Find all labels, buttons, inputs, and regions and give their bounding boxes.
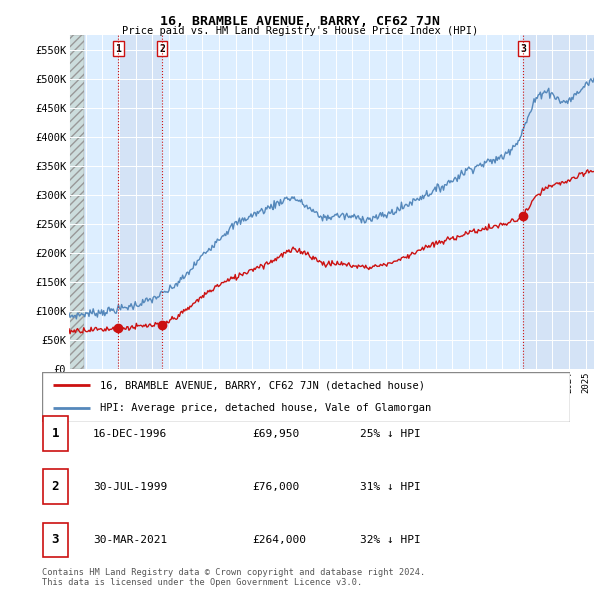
Text: 16, BRAMBLE AVENUE, BARRY, CF62 7JN: 16, BRAMBLE AVENUE, BARRY, CF62 7JN — [160, 15, 440, 28]
Text: 2: 2 — [52, 480, 59, 493]
FancyBboxPatch shape — [43, 417, 68, 451]
Text: 3: 3 — [520, 44, 526, 54]
Text: 31% ↓ HPI: 31% ↓ HPI — [360, 482, 421, 491]
Text: 32% ↓ HPI: 32% ↓ HPI — [360, 535, 421, 545]
Text: 2: 2 — [159, 44, 165, 54]
Bar — [118, 35, 162, 369]
Text: HPI: Average price, detached house, Vale of Glamorgan: HPI: Average price, detached house, Vale… — [100, 404, 431, 414]
Text: 1: 1 — [52, 427, 59, 440]
Text: 16, BRAMBLE AVENUE, BARRY, CF62 7JN (detached house): 16, BRAMBLE AVENUE, BARRY, CF62 7JN (det… — [100, 380, 425, 390]
Text: 3: 3 — [52, 533, 59, 546]
FancyBboxPatch shape — [43, 523, 68, 557]
Text: £76,000: £76,000 — [252, 482, 299, 491]
Text: Contains HM Land Registry data © Crown copyright and database right 2024.
This d: Contains HM Land Registry data © Crown c… — [42, 568, 425, 587]
Text: 25% ↓ HPI: 25% ↓ HPI — [360, 429, 421, 438]
FancyBboxPatch shape — [43, 470, 68, 504]
Text: £69,950: £69,950 — [252, 429, 299, 438]
Text: Price paid vs. HM Land Registry's House Price Index (HPI): Price paid vs. HM Land Registry's House … — [122, 26, 478, 36]
Text: £264,000: £264,000 — [252, 535, 306, 545]
Text: 1: 1 — [115, 44, 121, 54]
Text: 30-JUL-1999: 30-JUL-1999 — [93, 482, 167, 491]
Bar — [523, 35, 594, 369]
FancyBboxPatch shape — [42, 372, 570, 422]
Text: 30-MAR-2021: 30-MAR-2021 — [93, 535, 167, 545]
Text: 16-DEC-1996: 16-DEC-1996 — [93, 429, 167, 438]
Bar — [69, 35, 84, 369]
